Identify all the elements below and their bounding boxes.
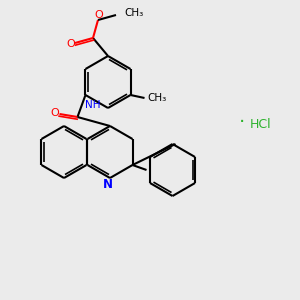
Text: CH₃: CH₃ <box>148 93 167 103</box>
Text: O: O <box>94 10 103 20</box>
Text: CH₃: CH₃ <box>124 8 143 18</box>
Text: NH: NH <box>85 100 101 110</box>
Text: HCl: HCl <box>250 118 272 130</box>
Text: O: O <box>67 39 75 49</box>
Text: N: N <box>103 178 113 191</box>
Text: O: O <box>50 108 59 118</box>
Text: ·: · <box>239 112 245 131</box>
